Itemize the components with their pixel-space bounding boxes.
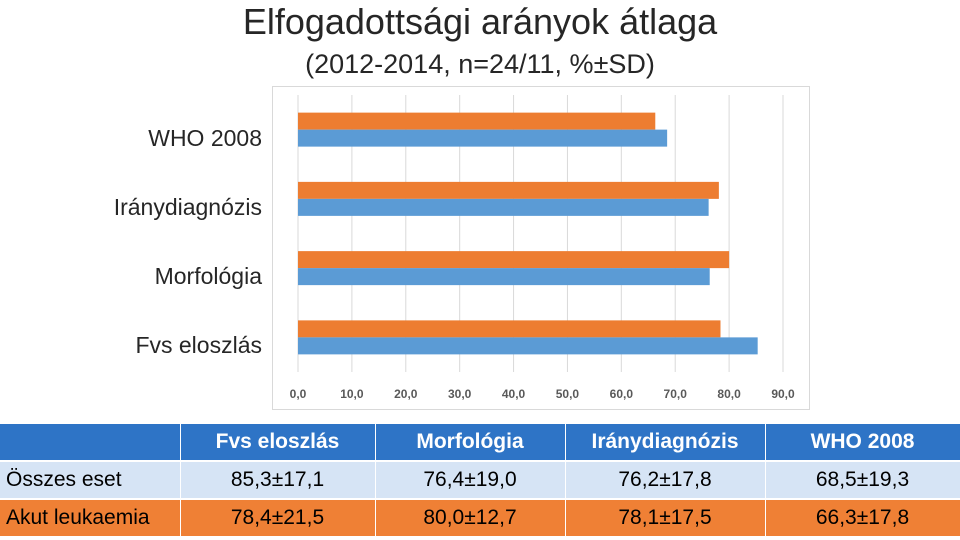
table-row: Akut leukaemia 78,4±21,5 80,0±12,7 78,1±…	[0, 499, 960, 538]
category-label-who-2008: WHO 2008	[148, 125, 262, 151]
bar-series-2-0	[298, 320, 721, 338]
x-tick-label: 20,0	[394, 387, 418, 401]
table-header: Morfológia	[375, 424, 566, 462]
bar-series-1-1	[298, 268, 710, 286]
chart-subtitle: (2012-2014, n=24/11, %±SD)	[305, 49, 655, 79]
x-tick-label: 90,0	[771, 387, 795, 401]
category-label-morfologia: Morfológia	[154, 263, 262, 289]
table-row-label: Akut leukaemia	[0, 499, 181, 538]
table-cell: 66,3±17,8	[765, 499, 960, 538]
bar-series-2-3	[298, 112, 656, 130]
x-tick-label: 0,0	[290, 387, 307, 401]
table-cell: 78,4±21,5	[180, 499, 376, 538]
bar-series-1-2	[298, 198, 709, 216]
table-cell: 78,1±17,5	[565, 499, 766, 538]
table-cell: 68,5±19,3	[765, 461, 960, 500]
data-table: Fvs eloszlás Morfológia Iránydiagnózis W…	[0, 424, 960, 538]
x-tick-label: 30,0	[448, 387, 472, 401]
chart-plot-frame: 0,0 10,0 20,0 30,0 40,0 50,0 60,0 70,0 80,0 90,0	[272, 86, 810, 410]
table-header-row: Fvs eloszlás Morfológia Iránydiagnózis W…	[0, 424, 960, 462]
bar-chart: 0,0 10,0 20,0 30,0 40,0 50,0 60,0 70,0 80,0 90,0	[290, 95, 795, 401]
bar-series-1-3	[298, 129, 668, 147]
table-header: WHO 2008	[765, 424, 960, 462]
table-cell: 80,0±12,7	[375, 499, 566, 538]
chart-title: Elfogadottsági arányok átlaga	[242, 1, 718, 42]
x-tick-label: 80,0	[717, 387, 741, 401]
table-header-empty	[0, 424, 181, 462]
bar-series-2-1	[298, 251, 730, 269]
x-tick-label: 50,0	[556, 387, 580, 401]
table-cell: 76,2±17,8	[565, 461, 766, 500]
table-cell: 85,3±17,1	[180, 461, 376, 500]
table-row: Összes eset 85,3±17,1 76,4±19,0 76,2±17,…	[0, 461, 960, 500]
table-row-label: Összes eset	[0, 461, 181, 500]
category-label-fvs-eloszlas: Fvs eloszlás	[135, 332, 262, 358]
x-tick-label: 10,0	[340, 387, 364, 401]
table-header: Iránydiagnózis	[565, 424, 766, 462]
x-tick-label: 60,0	[610, 387, 634, 401]
x-tick-label: 40,0	[502, 387, 526, 401]
bar-series-1-0	[298, 337, 758, 355]
category-label-iranydiagnozis: Iránydiagnózis	[113, 194, 262, 220]
table-header: Fvs eloszlás	[180, 424, 376, 462]
bar-series-2-2	[298, 181, 719, 199]
x-tick-label: 70,0	[664, 387, 688, 401]
table-cell: 76,4±19,0	[375, 461, 566, 500]
